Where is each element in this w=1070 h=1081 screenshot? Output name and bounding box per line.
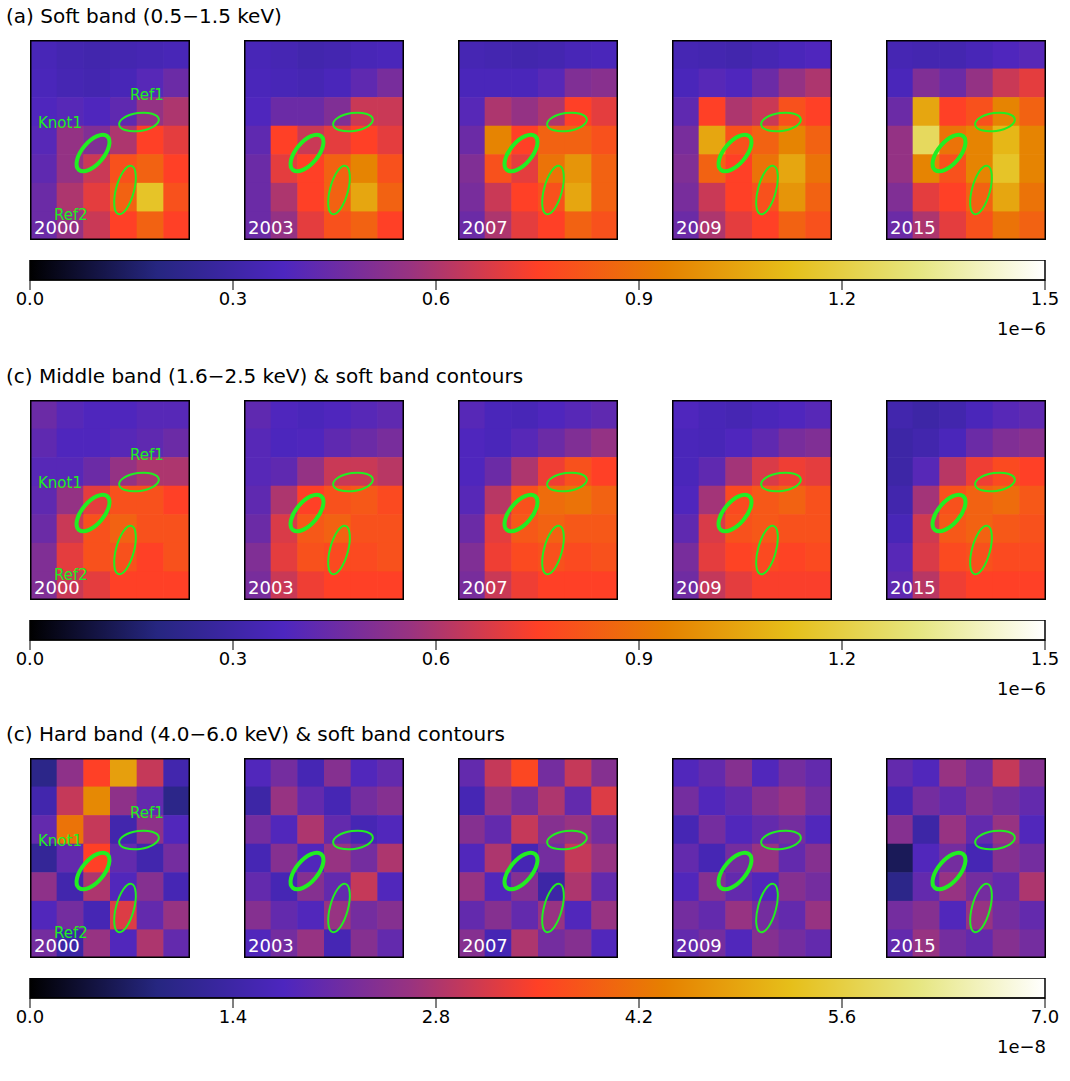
html-text:(c) Hard band (4.0−6.0 keV) &: (c) Hard band (4.0−6.0 keV) & soft band … bbox=[6, 722, 505, 746]
svg-text:1.5: 1.5 bbox=[1031, 648, 1060, 669]
svg-text:Ref2: Ref2 bbox=[54, 566, 88, 584]
svg-text:2007: 2007 bbox=[462, 217, 508, 238]
svg-text:4.2: 4.2 bbox=[625, 1006, 654, 1027]
svg-text:0.6: 0.6 bbox=[422, 288, 451, 309]
svg-text:Ref1: Ref1 bbox=[130, 446, 164, 464]
svg-text:Knot1: Knot1 bbox=[38, 474, 82, 492]
svg-text:0.0: 0.0 bbox=[16, 1006, 45, 1027]
svg-text:0.0: 0.0 bbox=[16, 288, 45, 309]
html-text:1e−6: 1e−6 bbox=[996, 318, 1046, 339]
svg-text:2009: 2009 bbox=[676, 577, 722, 598]
svg-text:2.8: 2.8 bbox=[422, 1006, 451, 1027]
svg-text:2007: 2007 bbox=[462, 935, 508, 956]
svg-text:Ref2: Ref2 bbox=[54, 924, 88, 942]
svg-text:2009: 2009 bbox=[676, 217, 722, 238]
svg-text:7.0: 7.0 bbox=[1031, 1006, 1060, 1027]
svg-text:5.6: 5.6 bbox=[828, 1006, 857, 1027]
svg-text:0.9: 0.9 bbox=[625, 288, 654, 309]
svg-text:1.4: 1.4 bbox=[219, 1006, 248, 1027]
svg-text:1.2: 1.2 bbox=[828, 648, 857, 669]
svg-text:2003: 2003 bbox=[248, 217, 294, 238]
svg-text:2000: 2000 bbox=[34, 577, 80, 598]
svg-text:0.0: 0.0 bbox=[16, 648, 45, 669]
svg-text:2009: 2009 bbox=[676, 935, 722, 956]
svg-text:0.9: 0.9 bbox=[625, 648, 654, 669]
svg-text:2015: 2015 bbox=[890, 935, 936, 956]
svg-text:2007: 2007 bbox=[462, 577, 508, 598]
svg-text:Ref1: Ref1 bbox=[130, 804, 164, 822]
svg-text:Knot1: Knot1 bbox=[38, 114, 82, 132]
svg-text:2015: 2015 bbox=[890, 577, 936, 598]
svg-text:Ref2: Ref2 bbox=[54, 206, 88, 224]
svg-text:0.3: 0.3 bbox=[219, 288, 248, 309]
svg-text:2003: 2003 bbox=[248, 577, 294, 598]
svg-text:1.5: 1.5 bbox=[1031, 288, 1060, 309]
svg-text:2000: 2000 bbox=[34, 217, 80, 238]
html-text:(a) Soft band (0.5−1.5 keV): (a) Soft band (0.5−1.5 keV) bbox=[6, 4, 282, 28]
html-text:(c) Middle band (1.6−2.5 keV): (c) Middle band (1.6−2.5 keV) & soft ban… bbox=[6, 364, 524, 388]
svg-text:1.2: 1.2 bbox=[828, 288, 857, 309]
svg-text:2000: 2000 bbox=[34, 935, 80, 956]
svg-text:0.6: 0.6 bbox=[422, 648, 451, 669]
svg-text:Ref1: Ref1 bbox=[130, 86, 164, 104]
svg-text:2015: 2015 bbox=[890, 217, 936, 238]
html-text:1e−8: 1e−8 bbox=[996, 1036, 1046, 1057]
svg-text:2003: 2003 bbox=[248, 935, 294, 956]
svg-text:Knot1: Knot1 bbox=[38, 832, 82, 850]
svg-text:0.3: 0.3 bbox=[219, 648, 248, 669]
html-text:1e−6: 1e−6 bbox=[996, 678, 1046, 699]
